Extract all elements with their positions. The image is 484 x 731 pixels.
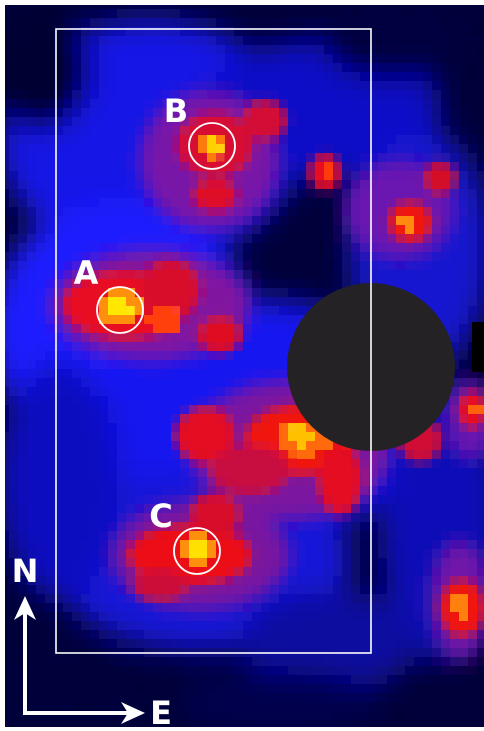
source-label: C [149,497,172,535]
source-circle [96,286,144,334]
edge-notch [472,322,484,372]
field-box [55,28,372,654]
source-marker-b: B [164,92,236,170]
source-label: A [74,254,99,292]
compass: N E [12,552,172,731]
north-arrowhead-icon [14,596,36,620]
source-label: B [164,92,188,130]
east-arrowhead-icon [121,702,145,724]
source-circle [188,122,236,170]
east-label: E [150,694,172,731]
source-circle [173,527,221,575]
source-marker-c: C [149,497,221,575]
north-label: N [12,552,39,590]
source-marker-a: A [74,254,144,334]
